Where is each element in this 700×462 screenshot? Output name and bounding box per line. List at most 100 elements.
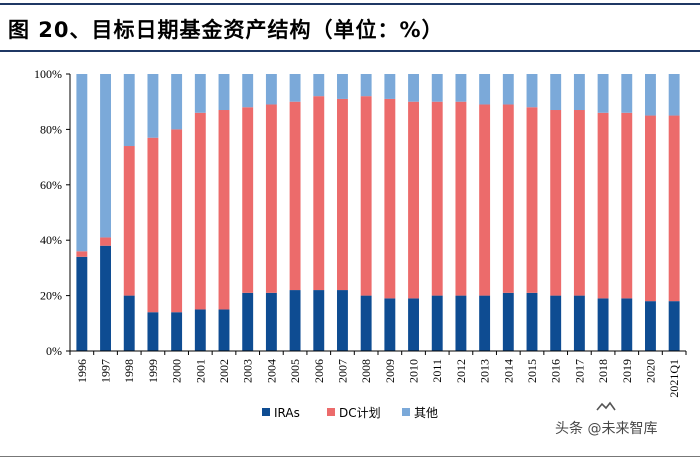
bar-segment-其他-2008 — [360, 74, 372, 97]
bar-segment-IRAs-2005 — [289, 290, 301, 351]
bar-segment-IRAs-2007 — [337, 290, 348, 351]
bar-segment-DC计划-2009 — [384, 98, 396, 299]
stacked-bar-chart: 0% 20% 40% 60% 80% 100% 1996 1997 1998 1999 2000 2… — [34, 67, 687, 420]
title-underline — [0, 50, 700, 52]
bar-segment-其他-2010 — [408, 74, 419, 102]
y-tick-label: 80% — [40, 122, 62, 136]
bar-segment-IRAs-2015 — [526, 292, 538, 351]
x-tick-label: 2004 — [264, 359, 278, 383]
bar-segment-DC计划-2004 — [265, 104, 277, 293]
bar-segment-DC计划-1997 — [100, 237, 111, 246]
x-tick-label: 2000 — [170, 359, 184, 383]
bar-segment-DC计划-2016 — [550, 110, 562, 296]
bar-segment-IRAs-2010 — [408, 298, 419, 351]
bar-segment-DC计划-2014 — [502, 104, 514, 293]
legend-swatch-DC计划 — [327, 408, 335, 416]
x-tick-label: 2010 — [407, 359, 421, 383]
x-tick-label: 2016 — [549, 359, 563, 383]
bar-segment-IRAs-2002 — [218, 309, 230, 351]
bar-segment-其他-2000 — [171, 74, 183, 130]
bar-segment-DC计划-2011 — [431, 101, 443, 296]
bar-segment-DC计划-2010 — [408, 101, 419, 299]
legend-label-DC计划: DC计划 — [339, 406, 381, 420]
bar-segment-其他-2018 — [597, 74, 609, 113]
bar-segment-IRAs-2016 — [550, 295, 562, 351]
bar-segment-DC计划-2021Q1 — [668, 115, 680, 302]
bar-segment-其他-2004 — [265, 74, 277, 105]
legend-swatch-其他 — [402, 408, 410, 416]
bar-segment-DC计划-2019 — [621, 112, 633, 299]
bar-segment-其他-1999 — [147, 74, 159, 138]
x-axis: 1996 1997 1998 1999 2000 2001 2002 2003 2004 2005… — [69, 350, 687, 398]
bar-segment-IRAs-2017 — [573, 295, 585, 351]
watermark-logo-icon — [596, 401, 616, 411]
x-tick-label: 1998 — [122, 359, 136, 383]
bar-segment-DC计划-2003 — [242, 107, 254, 293]
bar-segment-IRAs-2018 — [597, 298, 609, 351]
bar-segment-DC计划-2012 — [455, 101, 467, 296]
bar-segment-IRAs-2004 — [265, 292, 277, 351]
legend-swatch-IRAs — [262, 408, 270, 416]
x-tick-label: 1999 — [146, 359, 160, 383]
bar-segment-IRAs-2012 — [455, 295, 467, 351]
x-tick-label: 2021Q1 — [667, 359, 681, 398]
bar-segment-其他-2017 — [573, 74, 585, 111]
bar-segment-其他-2012 — [455, 74, 467, 102]
bar-segment-IRAs-2021Q1 — [668, 301, 680, 351]
x-tick-label: 2014 — [501, 359, 515, 383]
bar-segment-IRAs-2013 — [479, 295, 491, 351]
x-tick-label: 2001 — [193, 359, 207, 383]
bar-segment-其他-1996 — [76, 74, 88, 252]
bar-segment-IRAs-1999 — [147, 312, 159, 351]
bar-segment-DC计划-2015 — [526, 107, 538, 293]
bar-segment-IRAs-1998 — [123, 295, 135, 351]
bar-segment-DC计划-2017 — [573, 110, 585, 296]
bar-segment-其他-2021Q1 — [668, 74, 680, 116]
legend-label-IRAs: IRAs — [274, 406, 300, 420]
x-tick-label: 2013 — [478, 359, 492, 383]
y-tick-label: 20% — [40, 289, 62, 303]
bar-segment-其他-2020 — [645, 74, 656, 116]
bar-segment-DC计划-2020 — [645, 115, 656, 302]
bar-segment-其他-2007 — [337, 74, 348, 99]
bar-segment-其他-2011 — [431, 74, 443, 102]
bar-segment-DC计划-2007 — [337, 98, 348, 291]
bar-segment-其他-2006 — [313, 74, 325, 97]
bar-segment-DC计划-1999 — [147, 137, 159, 313]
bar-segment-其他-2013 — [479, 74, 491, 105]
x-tick-label: 2009 — [383, 359, 397, 383]
bar-segment-DC计划-2018 — [597, 112, 609, 299]
x-tick-label: 1997 — [99, 359, 113, 383]
x-tick-label: 1996 — [75, 359, 89, 383]
legend-label-其他: 其他 — [414, 406, 438, 420]
bar-segment-IRAs-2020 — [645, 301, 656, 351]
x-tick-label: 2007 — [335, 359, 349, 383]
bar-segment-IRAs-1997 — [100, 245, 111, 351]
y-tick-label: 100% — [34, 67, 62, 81]
x-tick-label: 2018 — [596, 359, 610, 383]
bar-segment-DC计划-1996 — [76, 251, 88, 257]
bars — [76, 74, 680, 351]
bar-segment-IRAs-2006 — [313, 290, 325, 351]
x-tick-label: 2012 — [454, 359, 468, 383]
bar-segment-DC计划-2000 — [171, 129, 183, 313]
bar-segment-IRAs-2011 — [431, 295, 443, 351]
y-tick-label: 0% — [46, 344, 62, 358]
x-tick-label: 2003 — [241, 359, 255, 383]
bar-segment-其他-2014 — [502, 74, 514, 105]
x-tick-label: 2019 — [620, 359, 634, 383]
bar-segment-其他-2016 — [550, 74, 562, 111]
bar-segment-IRAs-2003 — [242, 292, 254, 351]
legend: IRAs DC计划 其他 — [262, 406, 438, 420]
bar-segment-其他-1997 — [100, 74, 111, 238]
y-tick-label: 60% — [40, 178, 62, 192]
bottom-border — [0, 456, 700, 457]
bar-segment-其他-2001 — [194, 74, 206, 113]
bar-segment-其他-2009 — [384, 74, 396, 99]
bar-segment-IRAs-2000 — [171, 312, 183, 351]
bar-segment-IRAs-2009 — [384, 298, 396, 351]
bar-segment-DC计划-2005 — [289, 101, 301, 291]
x-tick-label: 2006 — [312, 359, 326, 383]
x-tick-label: 2002 — [217, 359, 231, 383]
x-tick-label: 2020 — [643, 359, 657, 383]
